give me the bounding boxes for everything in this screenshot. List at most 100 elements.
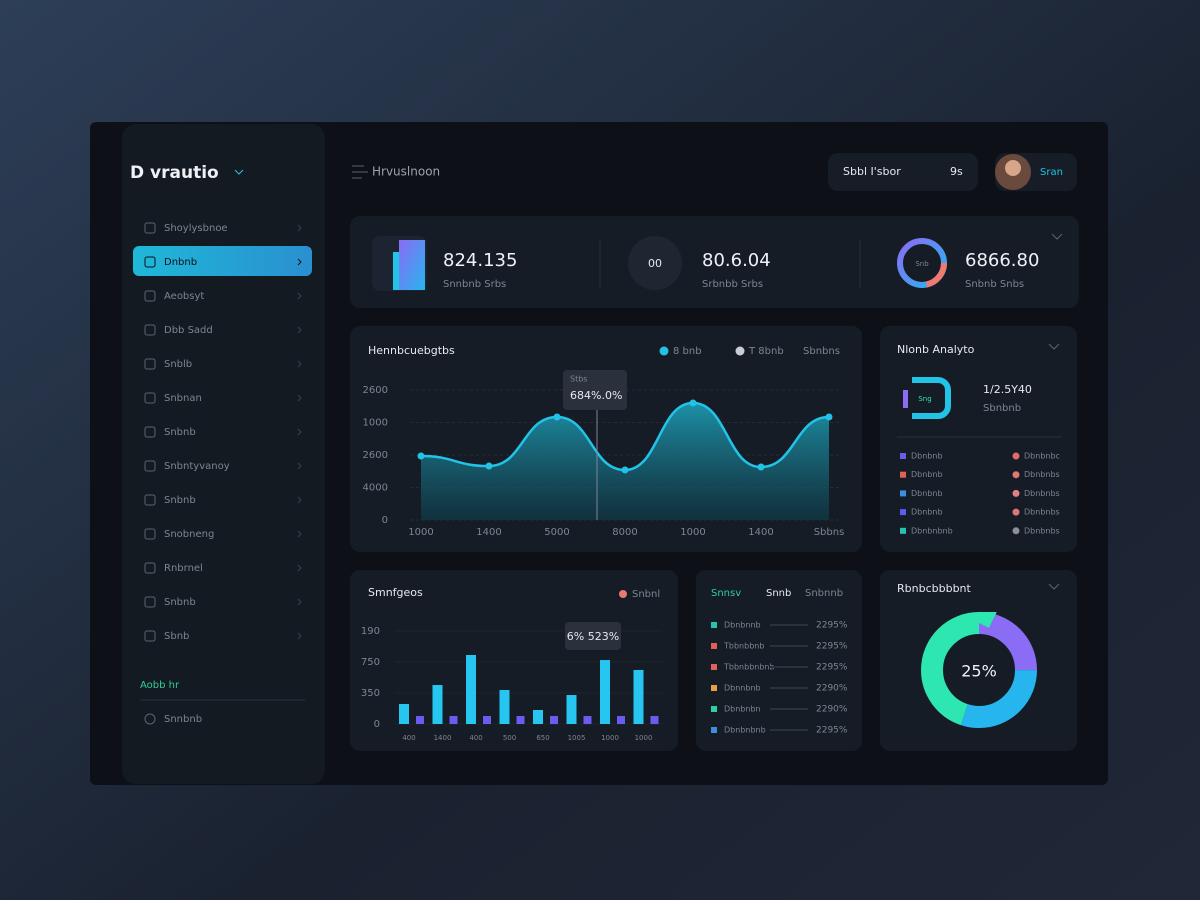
row-name: Tbbnbbnbnb bbox=[723, 663, 775, 672]
nav-chevron bbox=[297, 632, 302, 640]
y-tick-label: 4000 bbox=[363, 483, 388, 494]
legend-swatch bbox=[900, 509, 906, 516]
bar[interactable] bbox=[516, 716, 525, 724]
x-tick-label: 400 bbox=[402, 734, 415, 742]
bar[interactable] bbox=[566, 695, 577, 724]
bar[interactable] bbox=[650, 716, 659, 724]
line-title: Hennbcuebgtbs bbox=[368, 344, 455, 357]
legend-label: Snbnl bbox=[632, 589, 660, 600]
nav-chevron bbox=[297, 428, 302, 436]
nav-item[interactable]: Sbnb bbox=[164, 631, 189, 642]
nav-chevron bbox=[297, 360, 302, 368]
chevron[interactable] bbox=[1051, 233, 1063, 240]
row-value: 2295% bbox=[816, 621, 848, 631]
bar[interactable] bbox=[483, 716, 491, 724]
tab[interactable]: Snnb bbox=[766, 588, 791, 599]
row-name: Dbnnbnb bbox=[724, 684, 761, 693]
bar[interactable] bbox=[466, 655, 476, 724]
x-tick-label: 8000 bbox=[612, 527, 637, 538]
tooltip-value: 6% 523% bbox=[567, 630, 619, 643]
kpi-icon-bar bbox=[393, 252, 399, 290]
legend-dot bbox=[735, 346, 745, 356]
bar[interactable] bbox=[633, 669, 644, 724]
bar[interactable] bbox=[533, 710, 543, 724]
legend-dot bbox=[1012, 452, 1020, 460]
point[interactable] bbox=[621, 466, 629, 474]
bar[interactable] bbox=[432, 685, 443, 724]
nav-item[interactable]: Snobneng bbox=[164, 529, 214, 540]
nav-icon bbox=[144, 290, 156, 302]
nav-icon bbox=[144, 494, 156, 506]
bar[interactable] bbox=[583, 716, 592, 724]
chevron[interactable] bbox=[1048, 583, 1060, 590]
point[interactable] bbox=[825, 413, 833, 421]
legend-label: Dbnbnb bbox=[911, 452, 943, 461]
y-tick-label: 2600 bbox=[363, 450, 388, 461]
bar[interactable] bbox=[499, 689, 510, 724]
row-swatch bbox=[711, 643, 717, 649]
nav-icon bbox=[144, 596, 156, 608]
nav-item[interactable]: Snbnb bbox=[164, 597, 196, 608]
nav-item[interactable]: Shoylysbnoe bbox=[164, 223, 228, 234]
search-box[interactable] bbox=[828, 153, 978, 191]
row-name: Tbbnbbnb bbox=[723, 642, 764, 651]
point[interactable] bbox=[485, 462, 493, 470]
x-tick-label: 1000 bbox=[601, 734, 619, 742]
nav-item[interactable]: Rnbrnel bbox=[164, 563, 203, 574]
legend-label: Dbnbnbs bbox=[1024, 470, 1060, 479]
legend-dot bbox=[659, 346, 669, 356]
point[interactable] bbox=[553, 413, 561, 421]
nav-item[interactable]: Snbnan bbox=[164, 393, 202, 404]
bar[interactable] bbox=[449, 716, 458, 724]
nav-item[interactable]: Snbnb bbox=[164, 427, 196, 438]
x-tick-label: 650 bbox=[536, 734, 549, 742]
y-tick-label: 0 bbox=[382, 515, 388, 526]
chevron[interactable] bbox=[1048, 343, 1060, 350]
nav-chevron bbox=[297, 462, 302, 470]
bar-title: Smnfgeos bbox=[368, 586, 423, 599]
brand-chevron[interactable] bbox=[234, 169, 244, 175]
point[interactable] bbox=[417, 452, 425, 460]
legend-label: 8 bnb bbox=[673, 346, 702, 357]
bar[interactable] bbox=[550, 716, 558, 724]
point[interactable] bbox=[757, 463, 765, 471]
tab[interactable]: Snnsv bbox=[711, 588, 741, 599]
legend-dot bbox=[1012, 527, 1020, 535]
nav-item[interactable]: Snbntyvanoy bbox=[164, 461, 230, 472]
row-value: 2295% bbox=[816, 642, 848, 652]
x-tick-label: Sbbns bbox=[814, 527, 845, 538]
y-tick-label: 750 bbox=[361, 657, 380, 668]
donut-segment[interactable] bbox=[921, 612, 1037, 728]
table-card bbox=[696, 570, 862, 751]
nav-item[interactable]: Snnbnb bbox=[164, 714, 202, 725]
nav-icon bbox=[144, 528, 156, 540]
point[interactable] bbox=[689, 399, 697, 407]
analysis-label: Sbnbnb bbox=[983, 403, 1021, 414]
kpi-value: 824.135 bbox=[443, 250, 517, 271]
x-tick-label: 1000 bbox=[680, 527, 705, 538]
bar[interactable] bbox=[600, 660, 610, 724]
nav-item[interactable]: Dnbnb bbox=[164, 257, 197, 268]
tab[interactable]: Snbnnb bbox=[805, 588, 843, 599]
nav-item[interactable]: Snblb bbox=[164, 359, 192, 370]
bar[interactable] bbox=[399, 703, 409, 724]
nav-item[interactable]: Dbb Sadd bbox=[164, 325, 213, 336]
nav-icon bbox=[144, 324, 156, 336]
y-tick-label: 190 bbox=[361, 626, 380, 637]
kpi-label: Srbnbb Srbs bbox=[702, 279, 763, 290]
row-swatch bbox=[711, 706, 717, 712]
donut-segment[interactable] bbox=[921, 612, 1037, 728]
brand: D vrautio bbox=[130, 163, 219, 183]
donut-title: Rbnbcbbbbnt bbox=[897, 582, 972, 595]
nav-chevron bbox=[297, 496, 302, 504]
nav-item[interactable]: Aeobsyt bbox=[164, 291, 204, 302]
nav-icon bbox=[144, 562, 156, 574]
row-swatch bbox=[711, 685, 717, 691]
nav-item[interactable]: Snbnb bbox=[164, 495, 196, 506]
x-tick-label: 1400 bbox=[748, 527, 773, 538]
kpi-card bbox=[350, 216, 1079, 308]
header-title: Hrvuslnoon bbox=[372, 165, 440, 179]
bar[interactable] bbox=[617, 716, 625, 724]
menu-icon[interactable] bbox=[352, 165, 368, 179]
bar[interactable] bbox=[416, 716, 424, 724]
